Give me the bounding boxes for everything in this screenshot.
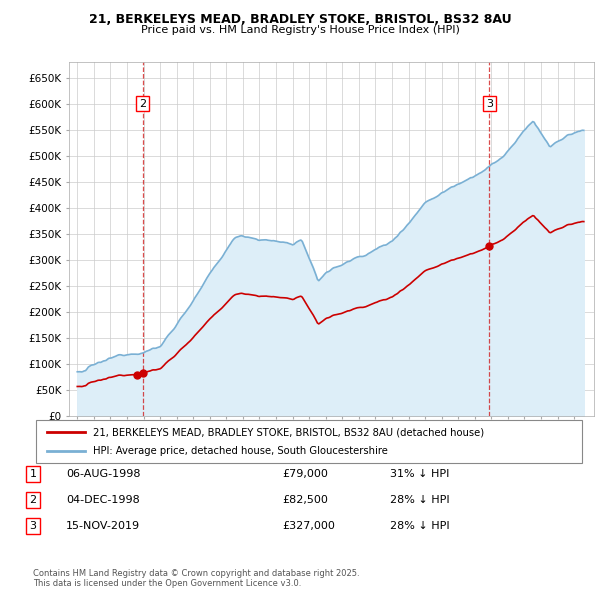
Text: 21, BERKELEYS MEAD, BRADLEY STOKE, BRISTOL, BS32 8AU (detached house): 21, BERKELEYS MEAD, BRADLEY STOKE, BRIST…	[94, 427, 484, 437]
Text: £82,500: £82,500	[282, 496, 328, 505]
Text: £327,000: £327,000	[282, 522, 335, 531]
Text: 2: 2	[29, 496, 37, 505]
Text: 21, BERKELEYS MEAD, BRADLEY STOKE, BRISTOL, BS32 8AU: 21, BERKELEYS MEAD, BRADLEY STOKE, BRIST…	[89, 13, 511, 26]
Text: £79,000: £79,000	[282, 470, 328, 479]
Text: 1: 1	[29, 470, 37, 479]
Text: HPI: Average price, detached house, South Gloucestershire: HPI: Average price, detached house, Sout…	[94, 446, 388, 456]
Text: 28% ↓ HPI: 28% ↓ HPI	[390, 522, 449, 531]
Text: 06-AUG-1998: 06-AUG-1998	[66, 470, 140, 479]
Text: 04-DEC-1998: 04-DEC-1998	[66, 496, 140, 505]
Text: 28% ↓ HPI: 28% ↓ HPI	[390, 496, 449, 505]
Text: 15-NOV-2019: 15-NOV-2019	[66, 522, 140, 531]
Text: 31% ↓ HPI: 31% ↓ HPI	[390, 470, 449, 479]
Text: 3: 3	[29, 522, 37, 531]
Text: 3: 3	[486, 99, 493, 109]
FancyBboxPatch shape	[36, 420, 582, 463]
Text: Price paid vs. HM Land Registry's House Price Index (HPI): Price paid vs. HM Land Registry's House …	[140, 25, 460, 35]
Text: Contains HM Land Registry data © Crown copyright and database right 2025.
This d: Contains HM Land Registry data © Crown c…	[33, 569, 359, 588]
Text: 2: 2	[139, 99, 146, 109]
